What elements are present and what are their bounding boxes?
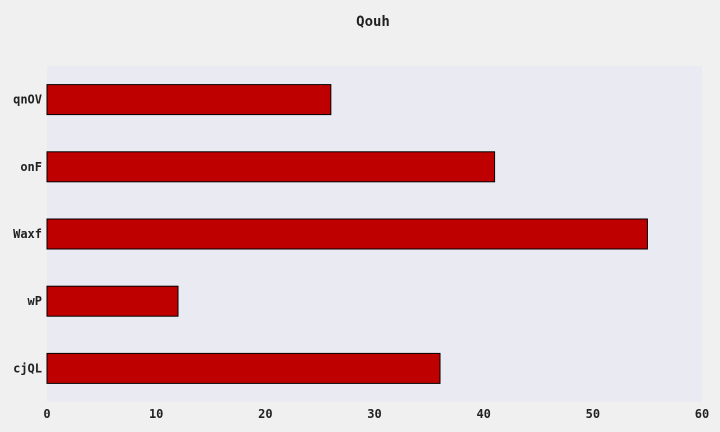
y-tick-label: onF [20,160,42,174]
bars-group [46,84,648,384]
bar-Waxf [46,218,648,250]
x-tick-label: 50 [586,407,600,421]
x-tick-label: 30 [367,407,381,421]
x-tick-label: 20 [258,407,272,421]
x-tick-label: 10 [149,407,163,421]
y-axis-tick-labels: qnOV onF Waxf wP cjQL [13,93,42,376]
y-tick-label: cjQL [13,361,42,375]
x-axis-tick-labels: 0 10 20 30 40 50 60 [43,407,709,421]
bar-qnOV [46,84,332,116]
x-tick-label: 40 [476,407,490,421]
y-tick-label: Waxf [13,227,42,241]
bar-onF [46,151,496,183]
x-tick-label: 60 [695,407,709,421]
bar-wP [46,285,179,317]
chart-title: Qouh [356,14,390,30]
x-tick-label: 0 [43,407,50,421]
y-tick-label: wP [28,294,42,308]
bar-cjQL [46,352,441,384]
y-tick-label: qnOV [13,93,42,107]
